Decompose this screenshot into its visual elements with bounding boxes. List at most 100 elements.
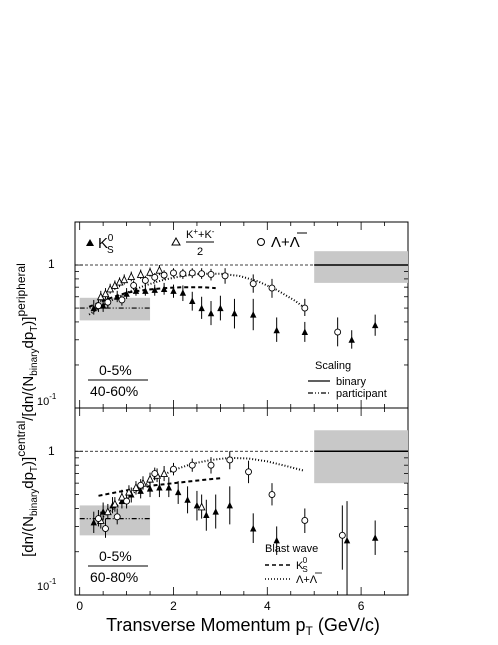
top-series-0-point-3-marker — [114, 293, 121, 300]
top-series-0-point-15-marker — [231, 309, 238, 317]
bottom-series-0-point-7-marker — [156, 483, 163, 491]
y-tick-label-top-1: 1 — [48, 257, 55, 271]
legend-marker-kcharged — [171, 236, 181, 246]
top-series-0-point-8-marker — [160, 285, 168, 292]
y-axis-title: [dn/(NbinarydpT)]central/[dn/(NbinarydpT… — [14, 263, 40, 557]
x-tick-label-0: 0 — [76, 599, 83, 613]
bottom-series-0-point-12-marker — [203, 511, 210, 519]
top-series-0-point-5-marker — [132, 287, 140, 294]
x-tick-label-4: 4 — [264, 599, 271, 613]
bottom-series-1-point-5-marker — [132, 482, 140, 491]
y-tick-label-top-0.1: 10-1 — [37, 392, 57, 408]
top-series-2-point-12-marker — [221, 272, 229, 280]
top-series-1-point-9-marker — [155, 265, 164, 274]
top-series-0-point-16-marker — [250, 311, 257, 318]
bottom-series-0-point-6-marker — [146, 485, 154, 492]
bottom-series-0-point-9-marker — [174, 488, 182, 496]
top-series-2-point-9-marker — [188, 269, 196, 277]
top-curve-0 — [88, 286, 216, 308]
legend-blastwave-title: Blast wave — [265, 543, 318, 555]
top-binary-band — [314, 251, 408, 283]
bottom-series-0-point-8-marker — [165, 483, 173, 491]
bottom-series-0-point-16-marker — [273, 536, 280, 544]
bottom-series-2-point-6-marker — [170, 465, 177, 473]
bottom-series-1-point-3-marker — [117, 492, 126, 501]
x-tick-label-2: 2 — [170, 599, 177, 613]
top-series-0-point-18-marker — [301, 328, 309, 336]
legend-blastwave-lambda-label: Λ+Λ — [296, 574, 318, 586]
bottom-binary-band — [314, 430, 408, 484]
top-series-0-point-10-marker — [179, 289, 187, 296]
top-participant-band — [79, 297, 151, 321]
bottom-series-1-point-7-marker — [146, 474, 154, 483]
bottom-series-2-point-12-marker — [301, 517, 309, 524]
legend-marker-ks0 — [86, 239, 94, 246]
bottom-series-0-point-18-marker — [371, 534, 379, 541]
bottom-series-2-point-5-marker — [151, 470, 159, 477]
legend-scaling-participant-label: participant — [336, 388, 387, 400]
top-series-1-point-8-marker — [146, 267, 154, 276]
bottom-series-0-point-14-marker — [226, 501, 233, 509]
bottom-centrality-denominator: 60-80% — [90, 569, 138, 585]
legend-label-lambda: Λ+Λ — [271, 234, 300, 251]
top-series-2-point-3-marker — [130, 281, 138, 289]
bottom-series-0-point-11-marker — [193, 501, 201, 509]
top-series-2-point-11-marker — [207, 270, 215, 278]
top-series-2-point-5-marker — [151, 273, 159, 281]
bottom-series-1-point-2-marker — [110, 499, 119, 508]
top-series-1-point-6-marker — [127, 272, 136, 281]
bottom-panel-frame — [74, 407, 409, 596]
x-tick-labels: 0 2 4 6 — [76, 599, 364, 613]
bottom-series-2-point-13-marker — [338, 531, 346, 539]
x-tick-label-6: 6 — [358, 599, 365, 613]
legend-label-ks0: KS0 — [98, 233, 114, 256]
bottom-curve-0 — [98, 477, 221, 497]
top-series-0-point-11-marker — [189, 297, 196, 305]
bottom-series-0-point-0-marker — [90, 518, 97, 526]
legend-scaling-binary-label: binary — [336, 376, 366, 388]
top-series-2-point-8-marker — [179, 270, 187, 278]
top-series-0-point-19-marker — [348, 336, 355, 343]
bottom-series-0-point-17-marker — [343, 536, 351, 544]
bottom-series-1-point-9-marker — [160, 469, 169, 477]
bottom-series-2-point-8-marker — [207, 461, 215, 469]
legend-label-kcharged-num: K++K- — [186, 227, 215, 241]
top-series-1-point-1-marker — [101, 289, 110, 298]
top-series-2-point-13-marker — [249, 280, 257, 288]
top-series-0-point-6-marker — [142, 287, 149, 294]
bottom-series-0-point-15-marker — [250, 525, 257, 532]
bottom-series-2-point-1-marker — [102, 525, 109, 532]
bottom-series-2-point-11-marker — [268, 491, 276, 498]
top-series-2-point-7-marker — [170, 269, 177, 277]
legend-label-kcharged-den: 2 — [197, 246, 203, 258]
bottom-series-2-point-0-marker — [95, 515, 102, 523]
top-series-2-point-16-marker — [334, 328, 342, 336]
y-tick-label-bottom-0.1: 10-1 — [37, 577, 57, 593]
y-tick-label-bottom-1: 1 — [48, 444, 55, 458]
top-panel-plot — [75, 251, 408, 349]
bottom-series-2-point-7-marker — [188, 461, 196, 469]
top-series-0-point-20-marker — [371, 321, 379, 329]
bottom-series-2-point-3-marker — [123, 497, 131, 505]
bottom-series-0-point-1-marker — [99, 508, 107, 515]
bottom-curve-1 — [97, 456, 306, 522]
top-series-0-point-4-marker — [123, 290, 130, 297]
legend-marker-lambda — [257, 238, 265, 246]
axes — [75, 221, 408, 596]
top-series-2-point-14-marker — [268, 284, 276, 292]
top-series-0-point-0-marker — [90, 304, 97, 312]
top-series-2-point-0-marker — [95, 302, 102, 310]
bottom-panel-plot — [75, 430, 408, 595]
bottom-series-0-point-13-marker — [212, 508, 219, 515]
top-centrality-denominator: 40-60% — [90, 383, 138, 399]
top-series-0-point-12-marker — [198, 304, 205, 312]
bottom-series-2-point-9-marker — [226, 456, 234, 464]
top-series-2-point-6-marker — [160, 271, 168, 279]
top-series-1-point-5-marker — [120, 275, 129, 284]
bottom-series-1-point-4-marker — [125, 487, 133, 496]
top-series-0-point-14-marker — [217, 304, 224, 312]
bottom-series-2-point-10-marker — [245, 468, 252, 476]
bottom-centrality-numerator: 0-5% — [99, 548, 132, 564]
x-axis-title: Transverse Momentum pT (GeV/c) — [106, 615, 380, 638]
